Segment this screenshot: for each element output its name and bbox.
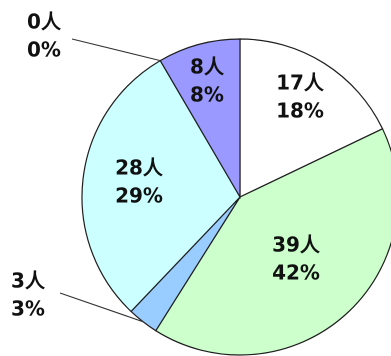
- leader-line-2: [59, 292, 144, 323]
- pie-slice-0: [239, 38, 384, 198]
- slice-count-label-5: 8人: [190, 55, 225, 79]
- slice-labels: 17人 18% 39人 42% 3人 3% 28人 29% 0人 0% 8人 8%: [11, 10, 325, 321]
- slice-count-label-2: 3人: [11, 269, 46, 293]
- slice-percent-label-0: 18%: [276, 99, 324, 123]
- slice-percent-label-1: 42%: [272, 261, 320, 285]
- slice-count-label-3: 28人: [115, 156, 164, 180]
- pie-slices: [81, 38, 391, 356]
- leader-lines: [59, 38, 161, 323]
- slice-count-label-1: 39人: [272, 233, 321, 257]
- pie-slice-3: [81, 59, 241, 313]
- pie-slice-5: [159, 38, 241, 200]
- slice-count-label-0: 17人: [276, 71, 325, 95]
- slice-percent-label-2: 3%: [11, 297, 45, 321]
- slice-count-label-4: 0人: [27, 10, 62, 34]
- slice-percent-label-5: 8%: [190, 83, 224, 107]
- slice-percent-label-3: 29%: [115, 184, 163, 208]
- leader-line-4: [71, 38, 161, 62]
- pie-slice-1: [154, 127, 391, 356]
- slice-percent-label-4: 0%: [27, 38, 61, 62]
